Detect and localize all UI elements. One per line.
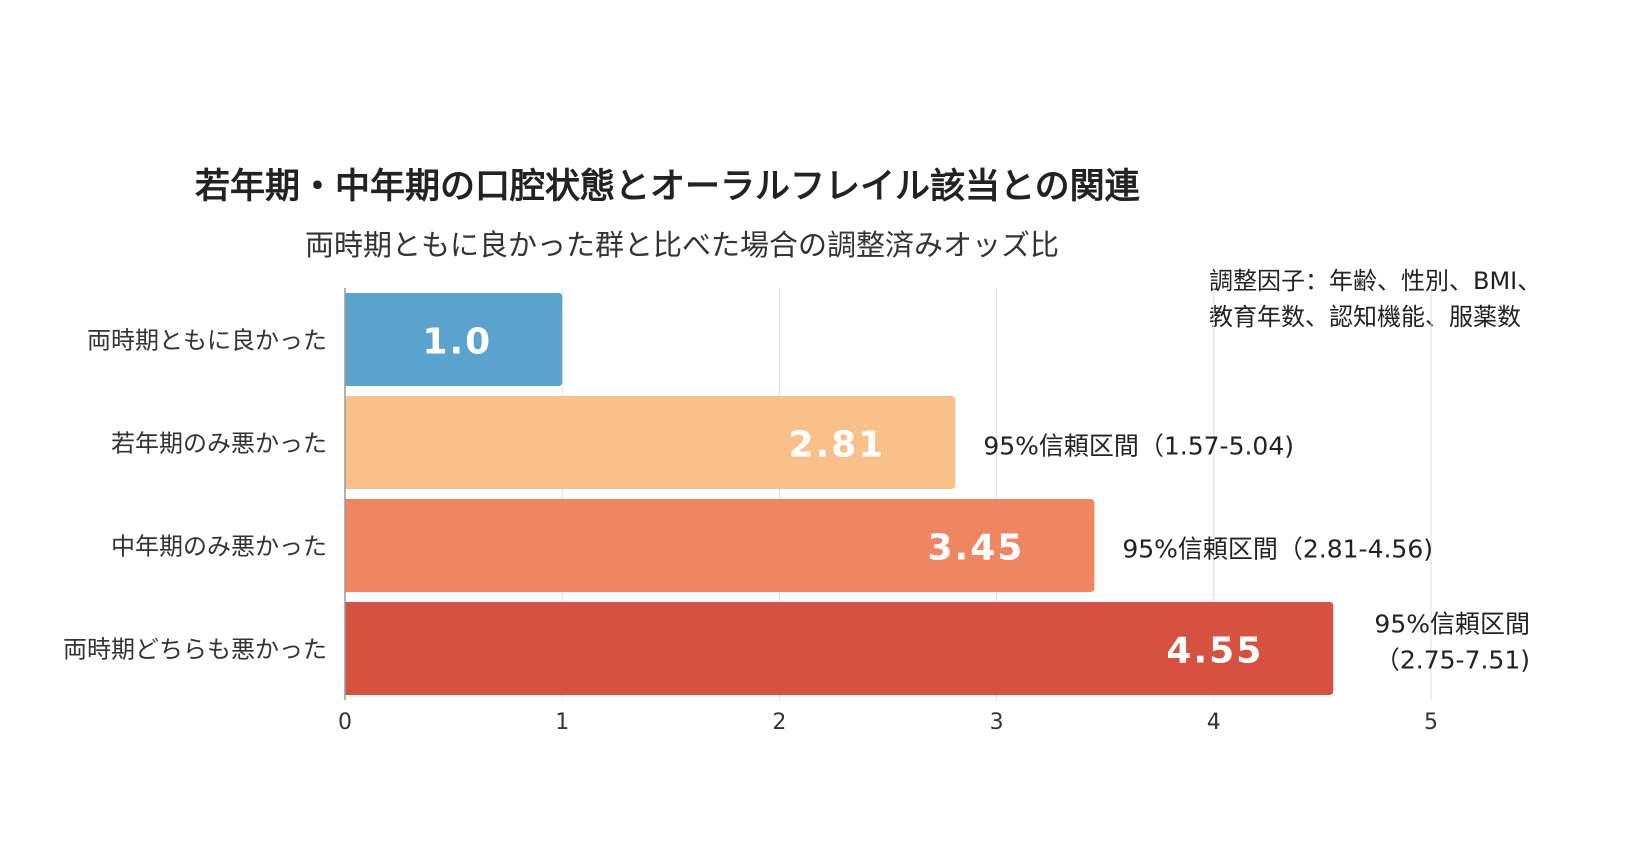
x-axis: 0 1 2 3 4 5 [338, 288, 1438, 735]
bars [345, 293, 1334, 695]
bar [345, 293, 563, 386]
x-tick-label: 3 [990, 710, 1004, 735]
value-label: 2.81 [789, 425, 886, 466]
value-label: 3.45 [928, 528, 1025, 569]
chart-subtitle: 両時期ともに良かった群と比べた場合の調整済みオッズ比 [305, 228, 1059, 262]
category-label: 両時期どちらも悪かった [63, 636, 327, 664]
ci-label: 95%信頼区間（2.81-4.56) [1122, 535, 1433, 564]
category-label: 両時期ともに良かった [87, 327, 327, 355]
bar [345, 499, 1095, 592]
value-label: 4.55 [1166, 631, 1263, 672]
bar [345, 602, 1334, 695]
x-tick-label: 2 [772, 710, 786, 735]
value-label: 1.0 [422, 322, 492, 363]
x-tick-label: 4 [1207, 710, 1221, 735]
ci-label: 95%信頼区間（1.57-5.04) [983, 432, 1294, 461]
chart-title: 若年期・中年期の口腔状態とオーラルフレイル該当との関連 [195, 167, 1141, 207]
bar-labels: 両時期ともに良かった 1.0 若年期のみ悪かった 2.81 95%信頼区間（1.57-5… [63, 322, 1530, 675]
ci-label: 95%信頼区間 [1374, 610, 1530, 639]
bar [345, 396, 956, 489]
category-label: 若年期のみ悪かった [111, 430, 327, 458]
category-label: 中年期のみ悪かった [111, 533, 327, 561]
ci-label: （2.75-7.51) [1375, 646, 1530, 675]
adjustment-note-line-2: 教育年数、認知機能、服薬数 [1209, 303, 1521, 331]
x-tick-label: 5 [1424, 710, 1438, 735]
adjustment-note-line-1: 調整因子：年齢、性別、BMI、 [1209, 267, 1541, 295]
x-tick-label: 1 [555, 710, 569, 735]
x-tick-label: 0 [338, 710, 352, 735]
